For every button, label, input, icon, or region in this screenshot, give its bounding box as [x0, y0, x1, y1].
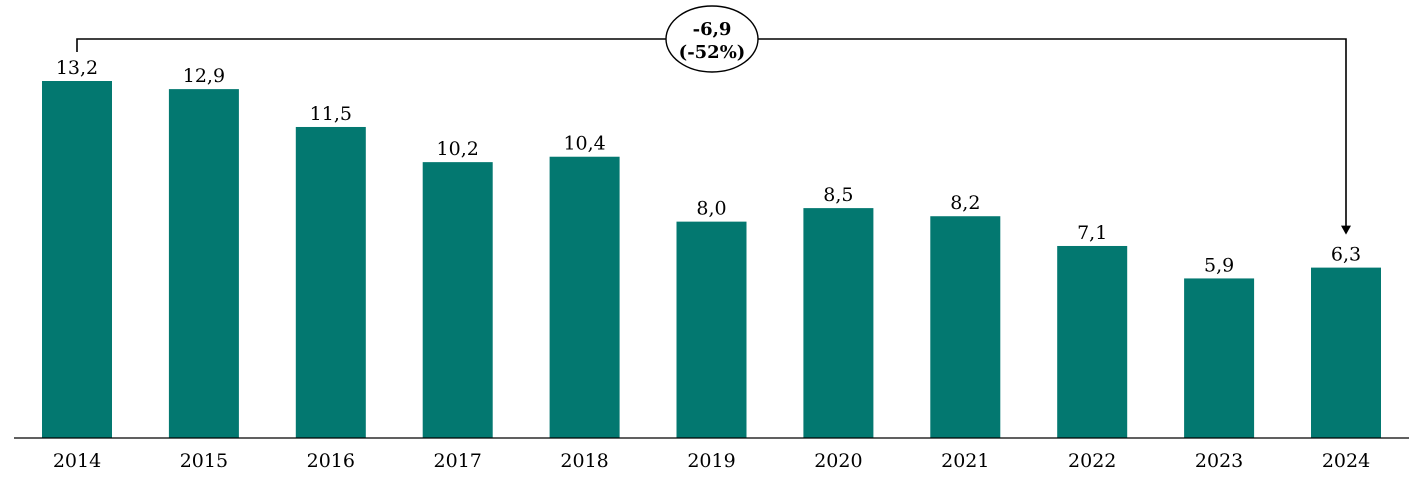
callout-ellipse [665, 5, 759, 73]
value-label-2015: 12,9 [183, 65, 225, 87]
value-label-2020: 8,5 [823, 184, 853, 206]
value-label-2021: 8,2 [950, 192, 980, 214]
value-label-2019: 8,0 [696, 198, 726, 220]
x-tick-2023: 2023 [1195, 450, 1243, 472]
bar-2020 [803, 208, 874, 438]
bar-2022 [1057, 245, 1128, 438]
bar-2018 [549, 156, 620, 438]
x-tick-2019: 2019 [687, 450, 735, 472]
x-tick-2014: 2014 [53, 450, 101, 472]
callout-arrowhead [1341, 225, 1351, 235]
callout-change-percent: (-52%) [679, 42, 746, 63]
bar-2015 [168, 89, 239, 438]
x-tick-2022: 2022 [1068, 450, 1116, 472]
callout-change-value: -6,9 [693, 19, 732, 40]
x-tick-2015: 2015 [180, 450, 228, 472]
x-tick-2016: 2016 [307, 450, 355, 472]
bar-2016 [295, 126, 366, 439]
value-labels-group: 13,2 12,9 11,5 10,2 10,4 8,0 8,5 8,2 7,1 5,9 6,3 [56, 57, 1361, 276]
value-label-2014: 13,2 [56, 57, 98, 79]
bar-2021 [930, 216, 1001, 438]
value-label-2023: 5,9 [1204, 254, 1234, 276]
x-tick-2021: 2021 [941, 450, 989, 472]
bar-2024 [1311, 267, 1381, 438]
x-tick-2020: 2020 [814, 450, 862, 472]
value-label-2018: 10,4 [563, 133, 605, 155]
bar-2014 [42, 81, 112, 438]
value-label-2016: 11,5 [310, 103, 352, 125]
bar-2019 [676, 221, 747, 438]
bar-2023 [1184, 278, 1255, 438]
value-label-2024: 6,3 [1331, 244, 1361, 266]
bar-2017 [422, 162, 493, 439]
x-tick-2017: 2017 [434, 450, 482, 472]
value-label-2022: 7,1 [1077, 222, 1107, 244]
change-callout: -6,9 (-52%) [76, 5, 1351, 235]
x-tick-2018: 2018 [560, 450, 608, 472]
x-tick-2024: 2024 [1322, 450, 1370, 472]
x-tick-labels-group: 2014 2015 2016 2017 2018 2019 2020 2021 2022 2023… [53, 450, 1370, 472]
bars-group [42, 81, 1381, 439]
value-label-2017: 10,2 [437, 138, 479, 160]
